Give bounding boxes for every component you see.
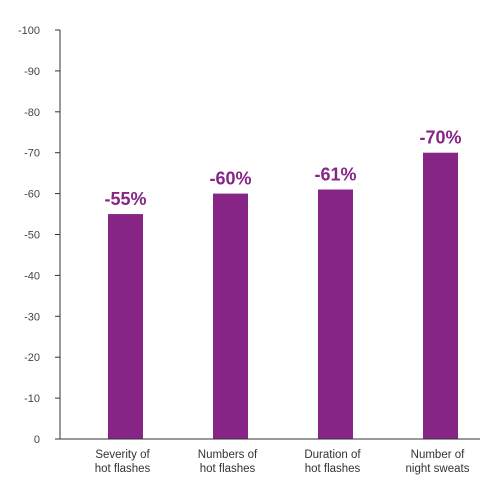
y-tick-label: -70 [24, 148, 40, 160]
y-tick-label: -20 [24, 352, 40, 364]
x-category-label: Number of [411, 449, 465, 461]
bar [108, 214, 143, 439]
y-tick-label: -30 [24, 311, 40, 323]
bar-value-label: -60% [209, 169, 251, 189]
bar [213, 193, 248, 439]
y-tick-label: -100 [18, 25, 40, 37]
y-tick-label: -50 [24, 230, 40, 242]
x-category-label: Severity of [95, 449, 150, 461]
bar [423, 152, 458, 439]
y-axis: 0 -10 -20 -30 -40 -50 -60 -70 -80 -90 -100 [18, 25, 61, 446]
y-tick-label: -90 [24, 66, 40, 78]
bar [318, 189, 353, 439]
bars-group [108, 152, 458, 439]
x-category-label: night sweats [406, 463, 470, 475]
bar-value-label: -70% [419, 128, 461, 148]
value-labels-group: -55% -60% -61% -70% [104, 128, 461, 209]
y-tick-label: -80 [24, 107, 40, 119]
x-category-label: hot flashes [200, 463, 256, 475]
y-tick-label: -60 [24, 189, 40, 201]
y-tick-label: -40 [24, 270, 40, 282]
y-tick-label: 0 [34, 434, 40, 446]
x-category-label: Duration of [304, 449, 361, 461]
bar-value-label: -61% [314, 165, 356, 185]
x-category-label: hot flashes [305, 463, 361, 475]
x-axis: Severity of hot flashes Numbers of hot flas… [60, 438, 480, 475]
x-category-label: Numbers of [198, 449, 258, 461]
y-tick-label: -10 [24, 393, 40, 405]
x-category-label: hot flashes [95, 463, 151, 475]
bar-value-label: -55% [104, 189, 146, 209]
